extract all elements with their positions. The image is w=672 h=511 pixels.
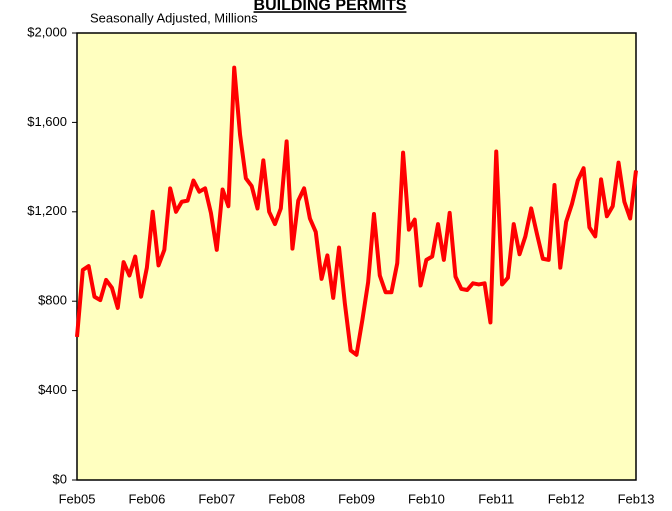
x-tick-label: Feb07 bbox=[198, 491, 235, 506]
chart-title: BUILDING PERMITS bbox=[254, 0, 407, 14]
y-tick-label: $1,200 bbox=[27, 203, 67, 218]
data-line bbox=[75, 65, 638, 357]
y-tick-label: $400 bbox=[38, 382, 67, 397]
y-tick-label: $800 bbox=[38, 293, 67, 308]
y-tick-label: $2,000 bbox=[27, 24, 67, 39]
x-tick-label: Feb05 bbox=[59, 491, 96, 506]
x-tick-label: Feb12 bbox=[548, 491, 585, 506]
x-tick-label: Feb11 bbox=[478, 491, 514, 506]
x-tick-label: Feb08 bbox=[268, 491, 305, 506]
chart-subtitle: Seasonally Adjusted, Millions bbox=[90, 10, 258, 25]
x-tick-label: Feb10 bbox=[408, 491, 445, 506]
x-tick-label: Feb06 bbox=[128, 491, 165, 506]
y-tick-label: $0 bbox=[53, 471, 67, 486]
y-tick-label: $1,600 bbox=[27, 114, 67, 129]
x-tick-label: Feb09 bbox=[338, 491, 375, 506]
x-tick-label: Feb13 bbox=[618, 491, 655, 506]
